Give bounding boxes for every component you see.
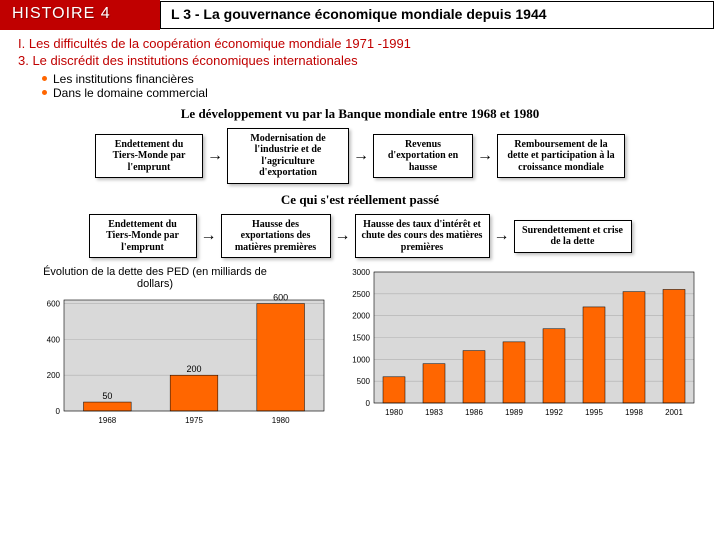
bullet-item: Dans le domaine commercial	[42, 86, 702, 100]
header: HISTOIRE 4 L 3 - La gouvernance économiq…	[0, 0, 720, 30]
flow-node: Endettement du Tiers-Monde par l'emprunt	[89, 214, 197, 259]
svg-text:1000: 1000	[352, 356, 370, 365]
content: I. Les difficultés de la coopération éco…	[0, 30, 720, 429]
bullet-item: Les institutions financières	[42, 72, 702, 86]
flow-node: Hausse des taux d'intérêt et chute des c…	[355, 214, 490, 259]
charts-row: Évolution de la dette des PED (en millia…	[18, 266, 702, 429]
svg-text:1986: 1986	[465, 408, 483, 417]
svg-text:1980: 1980	[385, 408, 403, 417]
flow-node: Endettement du Tiers-Monde par l'emprunt	[95, 134, 203, 179]
chart-left: 0 200 400 600 50 1968 200 1975 600 1980	[30, 294, 330, 429]
flow-node: Revenus d'exportation en hausse	[373, 134, 473, 179]
section-line-2: 3. Le discrédit des institutions économi…	[18, 53, 702, 70]
flow-node: Modernisation de l'industrie et de l'agr…	[227, 128, 349, 184]
flowchart-2: Endettement du Tiers-Monde par l'emprunt…	[18, 214, 702, 259]
flow-node: Hausse des exportations des matières pre…	[221, 214, 331, 259]
svg-text:500: 500	[357, 377, 371, 386]
svg-text:600: 600	[273, 294, 288, 303]
chart-right-block: 0 500 1000 1500 2000 2500 3000 1980 1983 1986 1989…	[340, 266, 700, 429]
flow-node: Surendettement et crise de la dette	[514, 220, 632, 253]
svg-text:400: 400	[47, 336, 61, 345]
svg-text:2000: 2000	[352, 312, 370, 321]
section-line-1: I. Les difficultés de la coopération éco…	[18, 36, 702, 53]
svg-text:200: 200	[47, 371, 61, 380]
subheading-2: Ce qui s'est réellement passé	[18, 192, 702, 208]
flowchart-1: Endettement du Tiers-Monde par l'emprunt…	[18, 128, 702, 184]
arrow-icon: →	[475, 147, 495, 165]
bullet-dot-icon	[42, 76, 47, 81]
chart-right: 0 500 1000 1500 2000 2500 3000 1980 1983 1986 1989…	[340, 266, 700, 421]
svg-text:1980: 1980	[272, 416, 290, 425]
bullet-text: Dans le domaine commercial	[53, 86, 208, 100]
flow-node: Remboursement de la dette et participati…	[497, 134, 625, 179]
svg-text:1989: 1989	[505, 408, 523, 417]
subheading-1: Le développement vu par la Banque mondia…	[18, 106, 702, 122]
svg-text:2500: 2500	[352, 290, 370, 299]
svg-text:1995: 1995	[585, 408, 603, 417]
svg-text:1500: 1500	[352, 334, 370, 343]
svg-text:1992: 1992	[545, 408, 563, 417]
svg-text:1998: 1998	[625, 408, 643, 417]
svg-text:2001: 2001	[665, 408, 683, 417]
header-title: L 3 - La gouvernance économique mondiale…	[160, 1, 714, 29]
chart-left-title: Évolution de la dette des PED (en millia…	[30, 266, 280, 290]
chart-left-block: Évolution de la dette des PED (en millia…	[30, 266, 330, 429]
arrow-icon: →	[492, 227, 512, 245]
svg-text:1968: 1968	[98, 416, 116, 425]
bullet-dot-icon	[42, 90, 47, 95]
svg-text:1975: 1975	[185, 416, 203, 425]
svg-text:50: 50	[102, 391, 112, 401]
arrow-icon: →	[351, 147, 371, 165]
svg-text:3000: 3000	[352, 268, 370, 277]
header-course: HISTOIRE 4	[0, 0, 160, 30]
svg-text:0: 0	[366, 399, 371, 408]
arrow-icon: →	[205, 147, 225, 165]
arrow-icon: →	[199, 227, 219, 245]
svg-text:0: 0	[56, 407, 61, 416]
bullet-text: Les institutions financières	[53, 72, 194, 86]
svg-text:200: 200	[186, 364, 201, 374]
svg-text:600: 600	[47, 300, 61, 309]
svg-text:1983: 1983	[425, 408, 443, 417]
arrow-icon: →	[333, 227, 353, 245]
bullet-list: Les institutions financières Dans le dom…	[42, 72, 702, 100]
